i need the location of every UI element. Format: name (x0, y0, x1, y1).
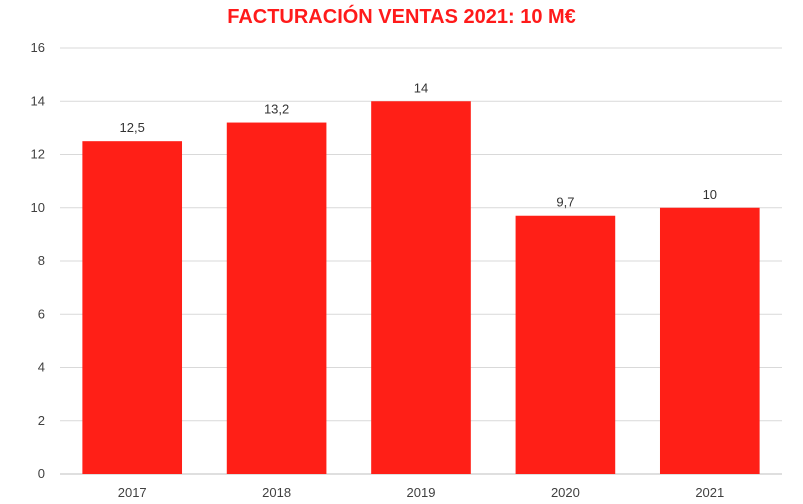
y-tick-label: 16 (31, 40, 45, 55)
bar-2019 (371, 101, 471, 474)
y-tick-label: 12 (31, 147, 45, 162)
y-tick-label: 2 (38, 413, 45, 428)
bar-2020 (515, 215, 616, 475)
y-axis-ticks: 0 2 4 6 8 10 12 14 16 (31, 40, 45, 481)
y-tick-label: 4 (38, 360, 45, 375)
y-tick-label: 14 (31, 93, 45, 108)
data-labels: 12,5 13,2 14 9,7 10 (120, 80, 717, 209)
data-label: 14 (414, 80, 428, 95)
data-label: 9,7 (556, 195, 574, 210)
bar-2021 (659, 207, 760, 474)
bar-2018 (226, 122, 327, 475)
y-tick-label: 10 (31, 200, 45, 215)
data-label: 10 (703, 187, 717, 202)
bars (82, 101, 760, 475)
x-tick-label: 2017 (118, 485, 147, 500)
x-tick-label: 2020 (551, 485, 580, 500)
chart-title: FACTURACIÓN VENTAS 2021: 10 M€ (227, 6, 576, 28)
x-tick-label: 2018 (262, 485, 291, 500)
data-label: 12,5 (120, 120, 145, 135)
y-tick-label: 0 (38, 466, 45, 481)
y-tick-label: 8 (38, 253, 45, 268)
x-axis-ticks: 2017 2018 2019 2020 2021 (118, 485, 725, 500)
x-tick-label: 2021 (695, 485, 724, 500)
data-label: 13,2 (264, 102, 289, 117)
bar-2017 (82, 141, 183, 474)
y-tick-label: 6 (38, 306, 45, 321)
x-tick-label: 2019 (407, 485, 436, 500)
